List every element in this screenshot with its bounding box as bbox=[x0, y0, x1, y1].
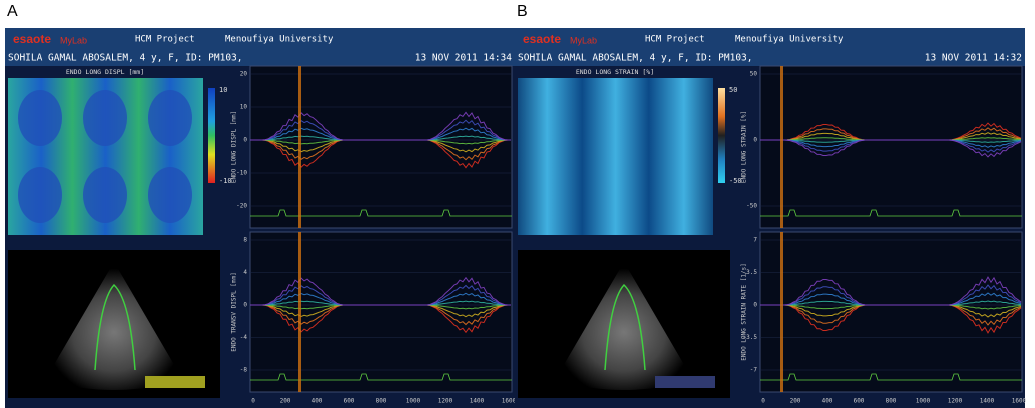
x-tick-label: 400 bbox=[822, 398, 833, 405]
project: HCM Project bbox=[645, 35, 705, 45]
map-blob bbox=[83, 90, 127, 146]
cursor bbox=[780, 232, 783, 392]
panel-label: B bbox=[517, 3, 528, 20]
map-blob bbox=[148, 167, 192, 223]
brand-logo: esaote bbox=[523, 32, 561, 46]
y-axis-label: ENDO TRANSV DISPL [mm] bbox=[231, 272, 238, 351]
map-blob bbox=[148, 90, 192, 146]
y-axis-label: ENDO LONG STRAIN [%] bbox=[741, 111, 748, 183]
y-tick-label: 0 bbox=[753, 302, 757, 309]
colorbar-max: 10 bbox=[219, 86, 227, 94]
x-tick-label: 200 bbox=[280, 398, 291, 405]
x-tick-label: 1600 bbox=[502, 398, 517, 405]
figure: Aesaote MyLab HCM Project Menoufiya Univers… bbox=[0, 0, 1035, 408]
map-blob bbox=[18, 90, 62, 146]
y-tick-label: 4 bbox=[243, 269, 247, 276]
cursor bbox=[298, 232, 301, 392]
map-blob bbox=[83, 167, 127, 223]
x-tick-label: 1000 bbox=[916, 398, 931, 405]
x-tick-label: 1200 bbox=[948, 398, 963, 405]
y-tick-label: 50 bbox=[750, 71, 758, 78]
y-axis-label: ENDO LONG DISPL [mm] bbox=[231, 111, 238, 183]
x-tick-label: 0 bbox=[761, 398, 765, 405]
brand-logo: esaote bbox=[13, 32, 51, 46]
x-tick-label: 1000 bbox=[406, 398, 421, 405]
colorbar bbox=[718, 88, 725, 183]
map-title: ENDO LONG DISPL [mm] bbox=[66, 68, 144, 76]
x-tick-label: 1400 bbox=[470, 398, 485, 405]
y-tick-label: -50 bbox=[746, 203, 757, 210]
y-tick-label: 3.5 bbox=[746, 269, 757, 276]
y-tick-label: 20 bbox=[240, 71, 248, 78]
plot-area bbox=[250, 66, 512, 228]
brand-product: MyLab bbox=[60, 35, 87, 45]
echo-badge bbox=[655, 376, 715, 388]
param-map bbox=[518, 78, 713, 235]
x-tick-label: 200 bbox=[790, 398, 801, 405]
institution: Menoufiya University bbox=[735, 35, 844, 45]
x-tick-label: 0 bbox=[251, 398, 255, 405]
plot-area bbox=[760, 232, 1022, 392]
x-tick-label: 600 bbox=[344, 398, 355, 405]
x-tick-label: 800 bbox=[376, 398, 387, 405]
y-tick-label: 0 bbox=[243, 137, 247, 144]
map-title: ENDO LONG STRAIN [%] bbox=[576, 68, 654, 76]
y-tick-label: 8 bbox=[243, 237, 247, 244]
patient: SOHILA GAMAL ABOSALEM, 4 y, F, ID: PM103… bbox=[8, 53, 243, 64]
y-tick-label: -10 bbox=[236, 170, 247, 177]
y-tick-label: 7 bbox=[753, 237, 757, 244]
datetime: 13 NOV 2011 14:32 bbox=[925, 53, 1022, 64]
cursor bbox=[298, 66, 301, 228]
x-tick-label: 400 bbox=[312, 398, 323, 405]
echo-badge bbox=[145, 376, 205, 388]
patient: SOHILA GAMAL ABOSALEM, 4 y, F, ID: PM103… bbox=[518, 53, 753, 64]
y-tick-label: -20 bbox=[236, 203, 247, 210]
colorbar-max: 50 bbox=[729, 86, 737, 94]
x-tick-label: 600 bbox=[854, 398, 865, 405]
y-tick-label: -8 bbox=[240, 367, 248, 374]
x-tick-label: 1200 bbox=[438, 398, 453, 405]
map-blob bbox=[18, 167, 62, 223]
institution: Menoufiya University bbox=[225, 35, 334, 45]
x-tick-label: 1600 bbox=[1012, 398, 1027, 405]
datetime: 13 NOV 2011 14:34 bbox=[415, 53, 513, 64]
x-tick-label: 800 bbox=[886, 398, 897, 405]
cursor bbox=[780, 66, 783, 228]
plot-area bbox=[250, 232, 512, 392]
y-tick-label: 0 bbox=[753, 137, 757, 144]
y-tick-label: -7 bbox=[750, 367, 758, 374]
project: HCM Project bbox=[135, 35, 195, 45]
x-tick-label: 1400 bbox=[980, 398, 995, 405]
colorbar bbox=[208, 88, 215, 183]
panel-label: A bbox=[7, 3, 18, 20]
y-tick-label: 0 bbox=[243, 302, 247, 309]
y-axis-label: ENDO LONG STRAIN RATE [1/s] bbox=[741, 263, 748, 361]
y-tick-label: 10 bbox=[240, 104, 248, 111]
brand-product: MyLab bbox=[570, 35, 597, 45]
y-tick-label: -4 bbox=[240, 334, 248, 341]
